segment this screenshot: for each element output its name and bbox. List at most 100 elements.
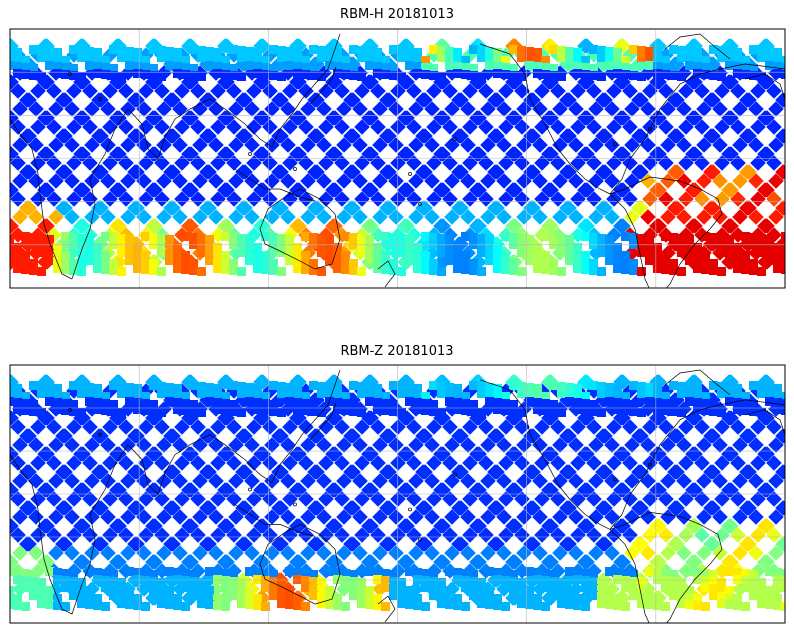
swath-cell [201,464,217,480]
polar-cell [253,568,262,577]
swath-cell [136,509,152,525]
swath-cell [759,218,775,234]
polar-cell [517,578,526,587]
polar-cell [685,383,694,392]
polar-cell [413,264,422,273]
polar-cell [477,46,486,55]
polar-cell [53,405,62,414]
polar-cell [149,266,158,275]
polar-cell [157,408,166,417]
polar-cell [405,586,414,595]
swath-cell [21,200,37,216]
swath-cell [388,173,404,189]
polar-cell [741,63,750,72]
polar-cell [45,256,54,265]
polar-cell [557,267,566,276]
polar-cell [765,249,774,258]
polar-cell [693,257,702,266]
polar-cell [685,586,694,595]
polar-cell [789,381,794,390]
polar-cell [341,392,350,401]
polar-cell [669,233,678,242]
polar-cell [125,54,134,63]
polar-cell [69,400,78,409]
polar-cell [349,591,358,600]
polar-cell [613,48,622,57]
polar-cell [93,384,102,393]
polar-cell [605,242,614,251]
polar-cell [485,249,494,258]
polar-cell [165,235,174,244]
polar-cell [717,389,726,398]
polar-cell [693,568,702,577]
polar-cell [573,264,582,273]
polar-cell [565,242,574,251]
island [408,507,412,512]
polar-cell [317,592,326,601]
polar-cell [581,63,590,72]
polar-cell [453,250,462,259]
polar-cell [101,258,110,267]
polar-cell [365,256,374,265]
polar-cell [389,381,398,390]
polar-cell [109,570,118,579]
polar-cell [157,248,166,257]
polar-cell [613,405,622,414]
polar-cell [173,568,182,577]
polar-cell [773,48,782,57]
polar-cell [469,71,478,80]
polar-cell [45,54,54,63]
swath-cell [147,110,163,126]
polar-cell [85,383,94,392]
polar-cell [261,232,270,241]
polar-cell [197,72,206,81]
polar-cell [133,575,142,584]
swath-cell [534,155,550,171]
polar-cell [725,47,734,56]
swath-cell [597,128,613,144]
polar-cell [461,63,470,72]
polar-cell [93,575,102,584]
polar-cell [557,72,566,81]
swath-cell [784,581,785,597]
polar-cell [533,405,542,414]
swath-cell [129,200,145,216]
coastline [309,66,337,105]
map-frame [9,28,786,289]
swath-cell [192,137,208,153]
swath-cell [156,137,172,153]
polar-cell [653,405,662,414]
swath-cell [370,191,386,207]
polar-cell [605,567,614,576]
swath-cell [154,491,170,507]
swath-cell [136,101,152,117]
swath-cell [190,119,206,135]
swath-cell [442,155,458,171]
swath-cell [327,146,343,162]
polar-cell [557,241,566,250]
polar-cell [21,399,30,408]
polar-cell [309,400,318,409]
swath-cell [516,137,532,153]
polar-cell [165,397,174,406]
polar-cell [541,406,550,415]
polar-cell [629,407,638,416]
polar-cell [165,54,174,63]
polar-cell [733,405,742,414]
polar-cell [709,407,718,416]
polar-cell [69,584,78,593]
polar-cell [629,400,638,409]
swath-cell [244,137,260,153]
polar-cell [397,408,406,417]
polar-cell [365,235,374,244]
swath-cell [318,191,334,207]
swath-cell [786,491,794,507]
polar-cell [469,240,478,249]
swath-cell [0,509,8,525]
swath-cell [786,455,794,471]
swath-cell [192,545,208,561]
polar-cell [565,600,574,609]
polar-cell [493,250,502,259]
swath-cell [588,209,604,225]
swath-cell [291,218,307,234]
